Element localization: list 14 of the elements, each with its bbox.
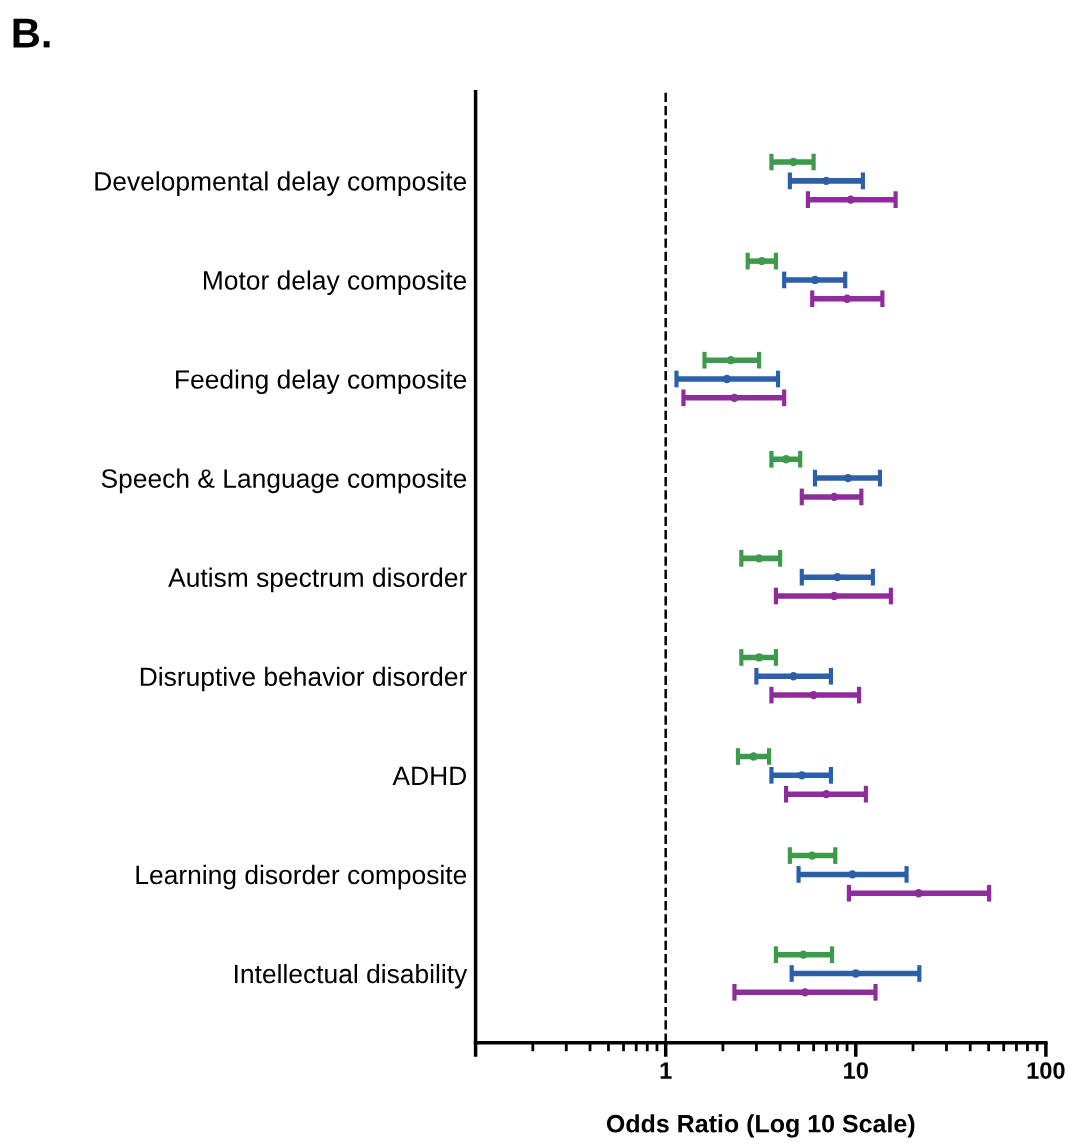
y-tick-label: Motor delay composite bbox=[203, 270, 467, 295]
x-tick-label: 10 bbox=[844, 1062, 868, 1079]
y-tick-label: Speech & Language composite bbox=[101, 468, 467, 494]
y-tick-label: Developmental delay composite bbox=[95, 171, 467, 196]
y-tick-label: Autism spectrum disorder bbox=[168, 567, 467, 593]
y-tick-label: Intellectual disability bbox=[235, 963, 468, 989]
y-tick-label: Learning disorder composite bbox=[136, 864, 467, 890]
x-tick-label: 1 bbox=[660, 1062, 672, 1079]
y-tick-label: Feeding delay composite bbox=[176, 369, 467, 395]
y-tick-label: ADHD bbox=[392, 766, 466, 785]
text: B. bbox=[13, 18, 50, 48]
x-axis-title: Odds Ratio (Log 10 Scale) bbox=[606, 1114, 915, 1138]
y-tick-label: Disruptive behavior disorder bbox=[140, 666, 467, 692]
x-tick-label: 100 bbox=[1027, 1062, 1065, 1079]
